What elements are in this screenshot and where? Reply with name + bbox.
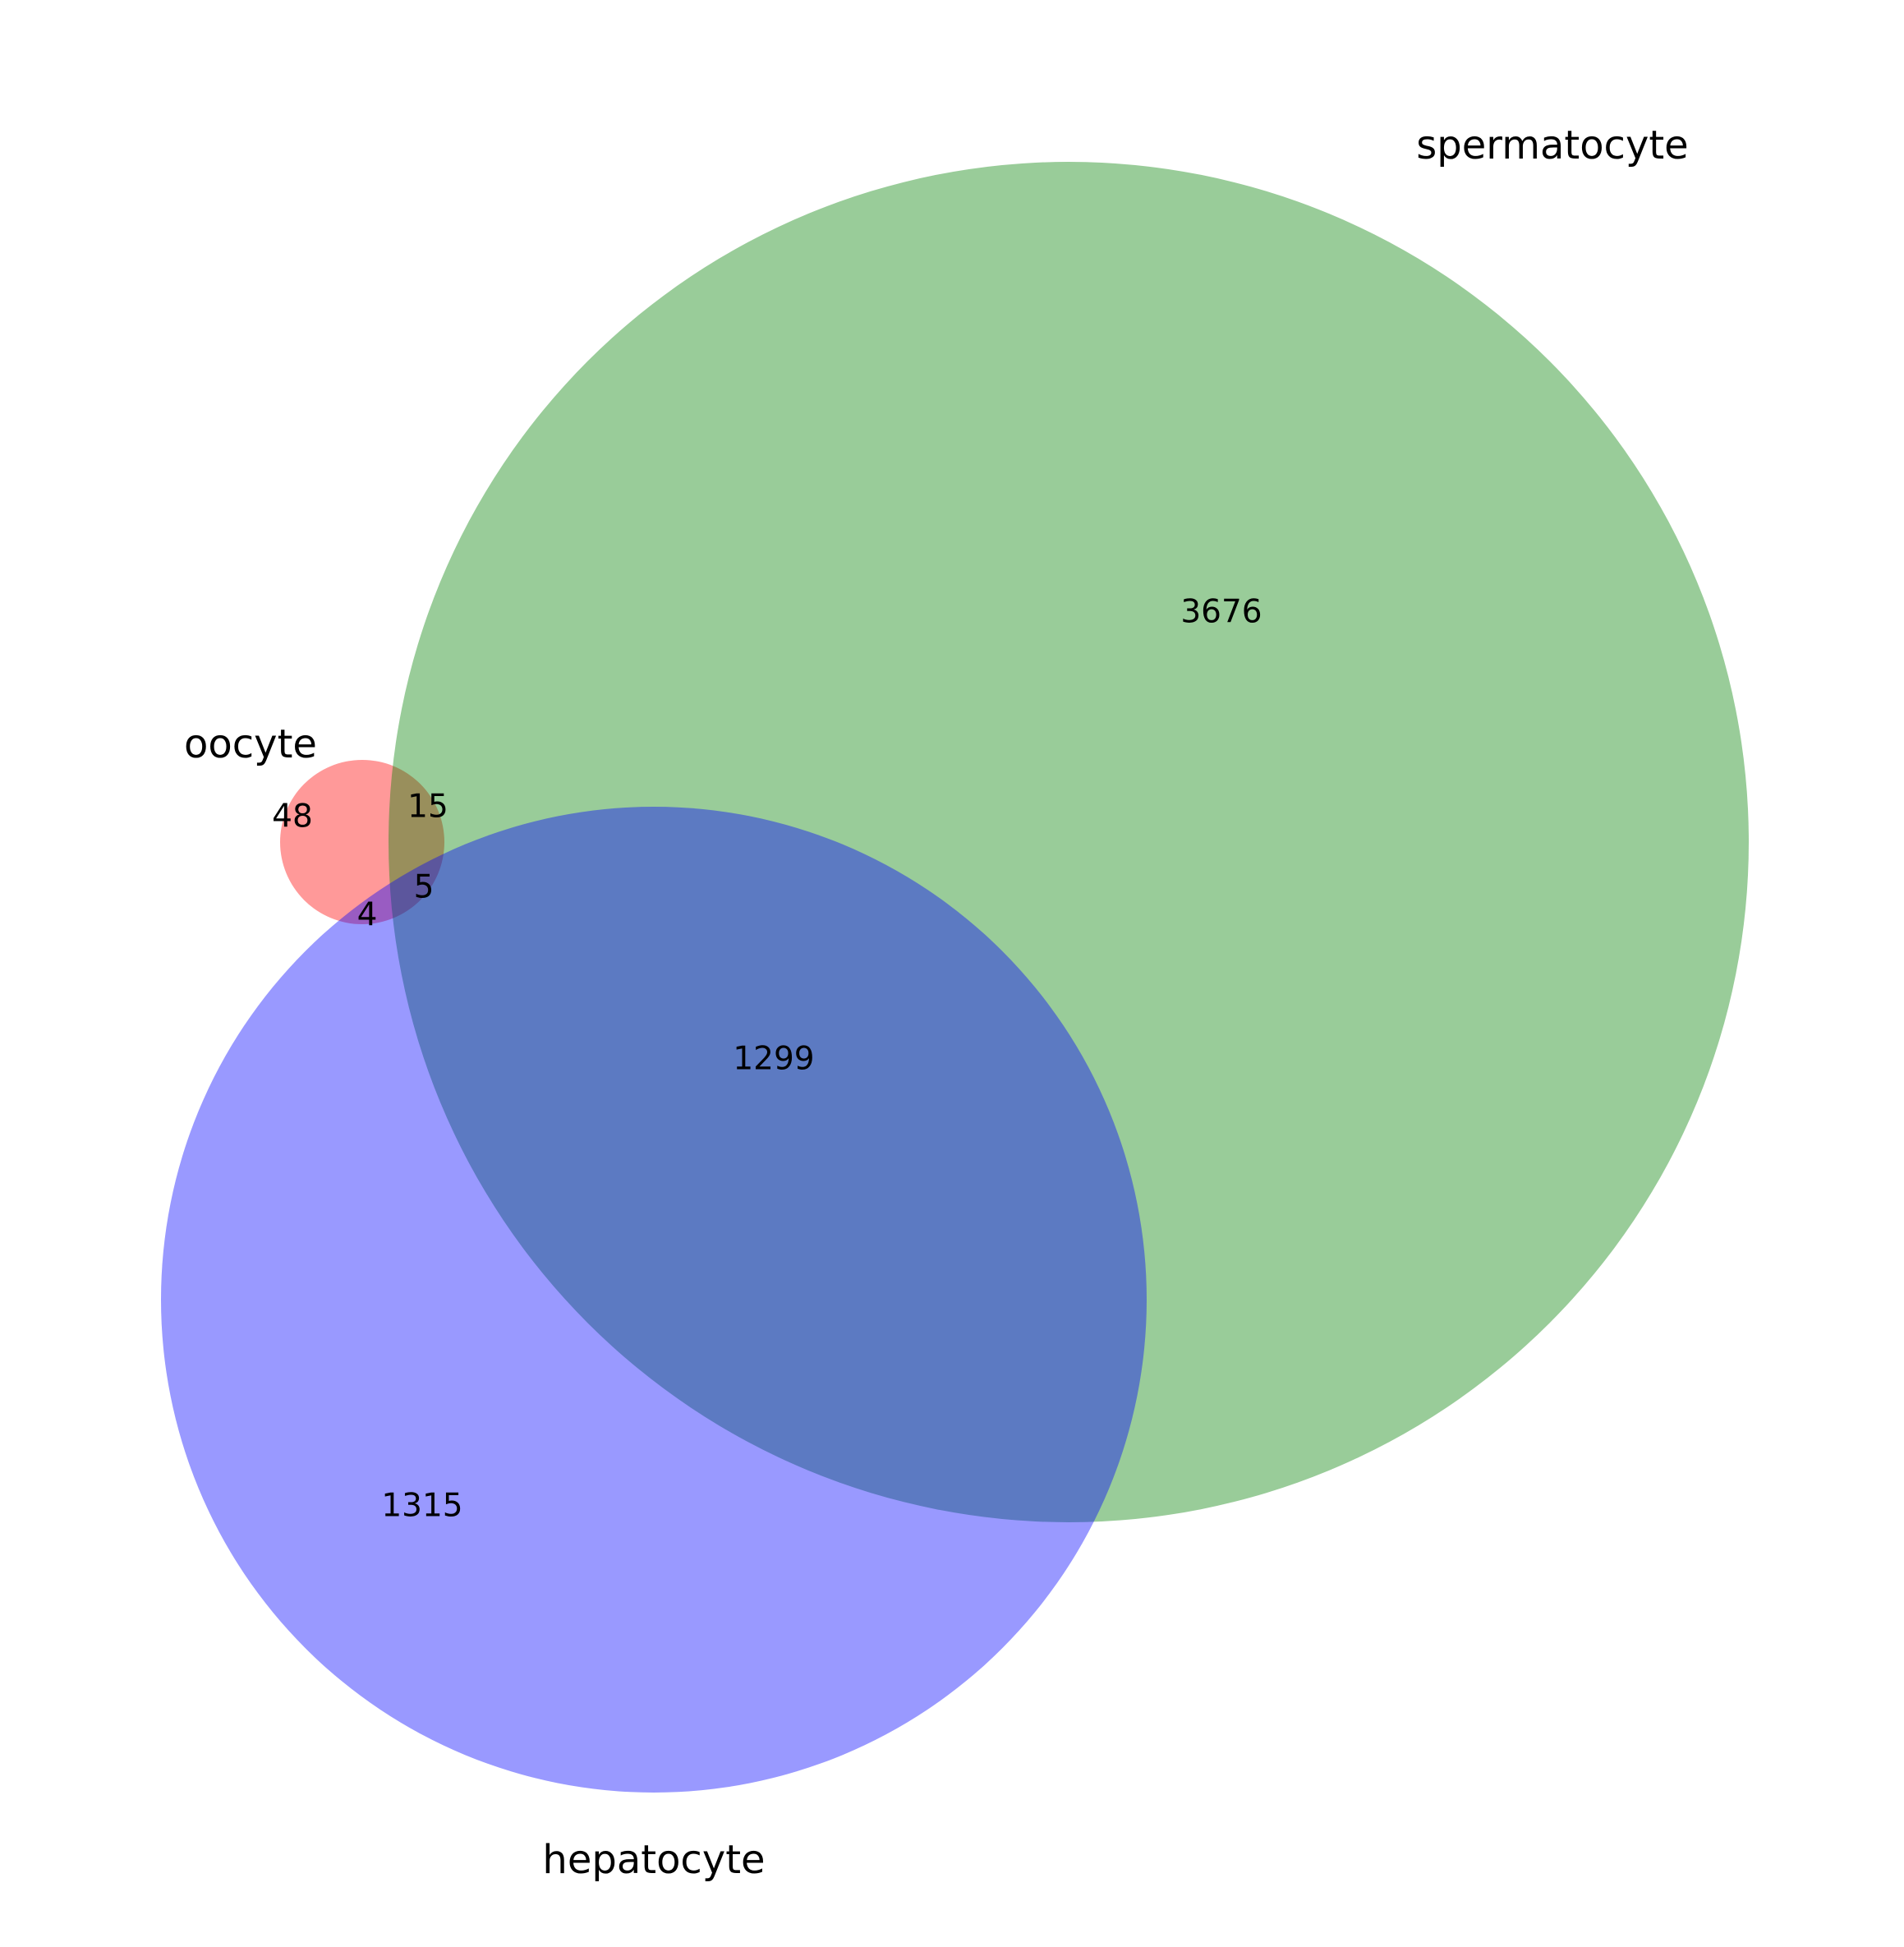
set-circles — [161, 162, 1749, 1793]
set-labels: oocyte spermatocyte hepatocyte — [184, 122, 1689, 1883]
set-label-spermatocyte: spermatocyte — [1416, 122, 1688, 168]
oocyte-circle — [280, 760, 444, 924]
region-count-oocyte-only: 48 — [272, 799, 313, 835]
region-count-hepatocyte-only: 1315 — [381, 1488, 462, 1525]
spermatocyte-circle — [389, 162, 1749, 1522]
region-counts: 48 15 5 4 3676 1299 1315 — [272, 594, 1262, 1525]
set-label-oocyte: oocyte — [184, 721, 317, 767]
set-label-hepatocyte: hepatocyte — [542, 1837, 765, 1883]
region-count-spermatocyte-only: 3676 — [1180, 594, 1262, 631]
region-count-spermatocyte-hepatocyte: 1299 — [733, 1041, 814, 1078]
region-count-oocyte-spermatocyte: 15 — [407, 789, 448, 826]
region-count-all-three: 5 — [414, 869, 435, 906]
region-count-oocyte-hepatocyte: 4 — [357, 897, 378, 934]
hepatocyte-circle — [161, 807, 1147, 1793]
